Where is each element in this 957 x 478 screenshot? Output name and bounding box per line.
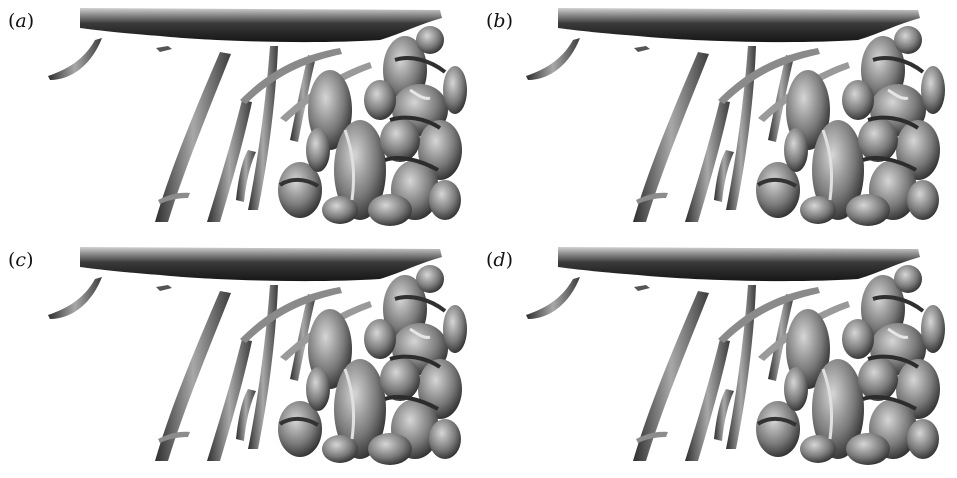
label-letter: b [493, 10, 506, 32]
figure-panel-b: (b) [478, 0, 956, 239]
vortex-isosurface-image [526, 8, 945, 226]
small-structure [634, 285, 650, 291]
vortex-isosurface-image [48, 8, 467, 226]
vortex-isosurface-image [526, 247, 945, 465]
label-open: ( [486, 10, 494, 32]
small-structure [636, 431, 668, 443]
small-structure [636, 192, 668, 204]
turbulent-cluster [756, 265, 945, 465]
inclined-vortex-tube [248, 285, 278, 449]
hairpin-leg [714, 150, 734, 202]
plate-surface [558, 8, 920, 43]
turbulent-cluster [278, 265, 467, 465]
inclined-vortex-tube [248, 46, 278, 210]
label-close: ) [505, 10, 514, 32]
streamwise-vortex [280, 62, 372, 122]
label-open: ( [8, 249, 16, 271]
hairpin-leg [236, 150, 256, 202]
panel-label: (d) [486, 249, 513, 271]
streamwise-vortex [718, 48, 820, 104]
small-structure [634, 46, 650, 52]
streamwise-vortex [758, 62, 850, 122]
label-letter: c [15, 249, 27, 271]
figure-panel-d: (d) [478, 239, 956, 478]
inclined-vortex-tube [685, 100, 730, 222]
label-close: ) [505, 249, 514, 271]
inclined-vortex-tube [633, 52, 709, 222]
inclined-vortex-tube [633, 291, 709, 461]
leading-edge-vortex [526, 277, 580, 319]
small-structure [156, 46, 172, 52]
label-open: ( [8, 10, 16, 32]
label-close: ) [26, 249, 34, 271]
panel-label: (c) [8, 249, 34, 271]
label-close: ) [26, 10, 35, 32]
streamwise-vortex [758, 301, 850, 361]
figure-panel-c: (c) [0, 239, 478, 478]
streamwise-vortex [718, 287, 820, 343]
small-structure [158, 431, 190, 443]
plate-surface [80, 247, 442, 282]
turbulent-cluster [756, 26, 945, 226]
panel-label: (a) [8, 10, 34, 32]
figure-panel-a: (a) [0, 0, 478, 239]
small-structure [156, 285, 172, 291]
streamwise-vortex [240, 48, 342, 104]
inclined-vortex-tube [685, 339, 730, 461]
panel-label: (b) [486, 10, 513, 32]
leading-edge-vortex [48, 277, 102, 319]
inclined-vortex-tube [726, 46, 756, 210]
label-letter: d [493, 249, 506, 271]
streamwise-vortex [240, 287, 342, 343]
streamwise-vortex [280, 301, 372, 361]
inclined-vortex-tube [155, 291, 231, 461]
leading-edge-vortex [526, 38, 580, 80]
inclined-vortex-tube [207, 339, 252, 461]
turbulent-cluster [278, 26, 467, 226]
inclined-vortex-tube [207, 100, 252, 222]
hairpin-leg [236, 389, 256, 441]
vortex-isosurface-image [48, 247, 467, 465]
inclined-vortex-tube [155, 52, 231, 222]
leading-edge-vortex [48, 38, 102, 80]
label-open: ( [486, 249, 494, 271]
hairpin-leg [714, 389, 734, 441]
plate-surface [80, 8, 442, 43]
label-letter: a [15, 10, 27, 32]
inclined-vortex-tube [726, 285, 756, 449]
small-structure [158, 192, 190, 204]
plate-surface [558, 247, 920, 282]
